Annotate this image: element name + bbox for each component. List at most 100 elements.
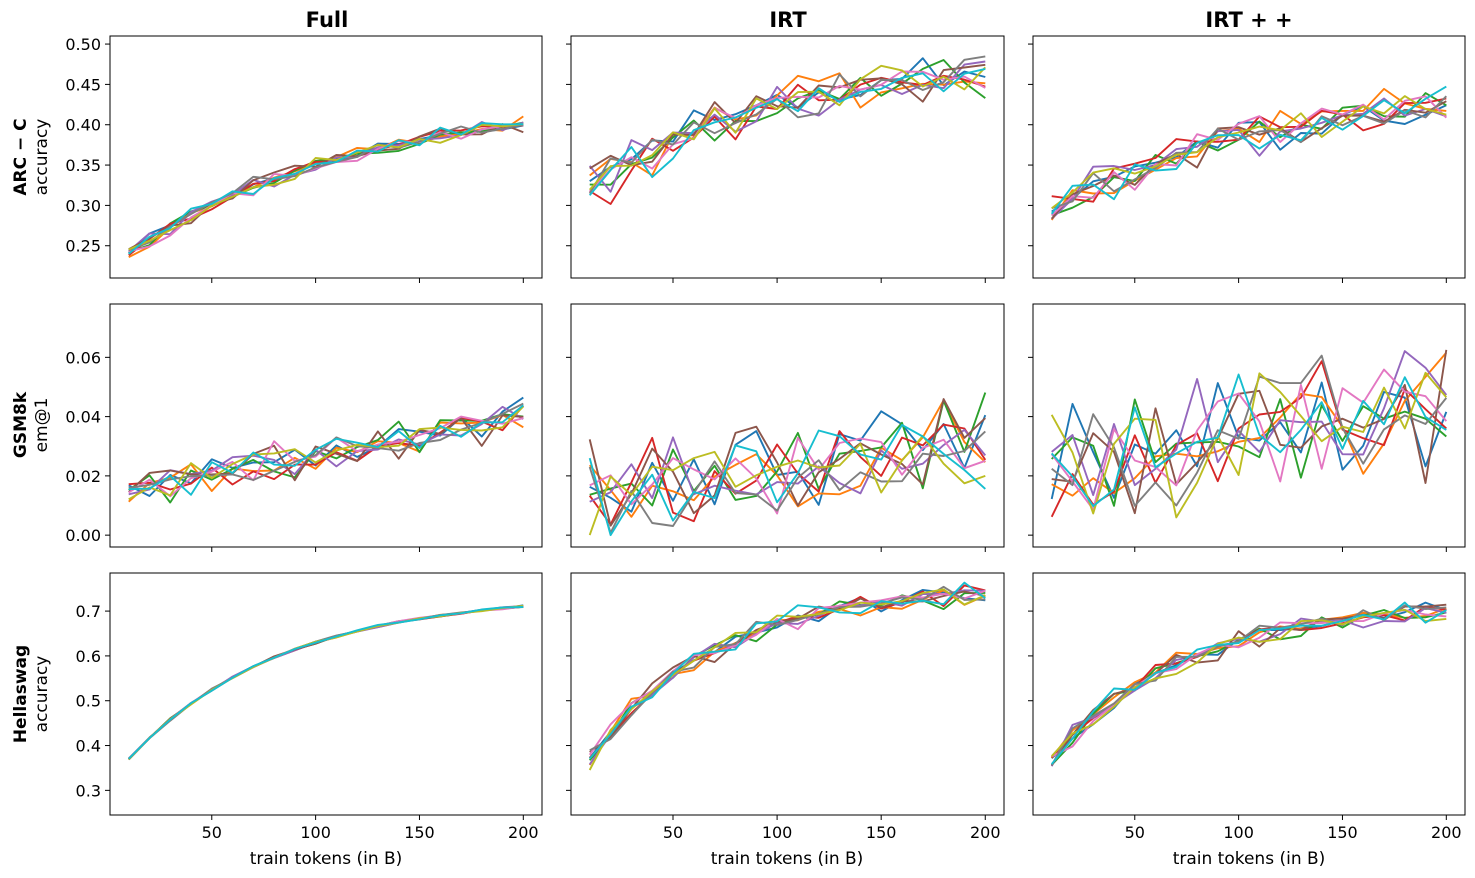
axes-frame (1032, 572, 1466, 816)
series-line-10 (128, 404, 524, 496)
xlabel-full: train tokens (in B) (250, 849, 403, 869)
series-line-7 (1051, 95, 1447, 217)
series-line-4 (128, 605, 524, 760)
series-line-7 (1051, 609, 1447, 758)
series-line-8 (128, 123, 524, 252)
ytick-label: 0.40 (65, 116, 101, 135)
series-line-10 (588, 581, 986, 760)
panel-2-0: 0.3 0.4 0.5 0.6 0.7 50 100 150 200 (76, 572, 543, 842)
col-title-irt: IRT (769, 8, 807, 32)
xtick-label: 200 (508, 823, 539, 842)
xtick-label: 100 (300, 823, 331, 842)
row-metric-gsm8k: em@1 (32, 398, 52, 453)
ytick-label: 0.02 (65, 467, 101, 486)
xtick-label: 50 (1125, 823, 1145, 842)
series-group (1050, 85, 1447, 221)
series-line-4 (589, 584, 986, 759)
series-line-10 (588, 423, 986, 537)
series-line-10 (128, 606, 524, 760)
panel-2-2: 50 100 150 200 (1028, 572, 1466, 842)
series-line-9 (588, 64, 986, 191)
panel-1-1 (566, 303, 1005, 552)
row-metric-arc: accuracy (32, 119, 52, 196)
axes-frame (570, 572, 1005, 816)
xtick-label: 150 (404, 823, 435, 842)
series-line-10 (128, 122, 524, 255)
panel-0-1 (566, 35, 1005, 283)
series-line-6 (588, 398, 986, 527)
series-group (1050, 601, 1447, 767)
xtick-label: 200 (970, 823, 1001, 842)
series-line-8 (128, 606, 524, 760)
series-line-9 (128, 123, 524, 251)
series-line-2 (128, 605, 524, 760)
ytick-label: 0.00 (65, 526, 101, 545)
series-line-9 (1050, 608, 1447, 757)
series-group (128, 115, 524, 258)
series-line-4 (588, 423, 987, 526)
series-group (588, 581, 986, 771)
series-line-10 (1050, 85, 1447, 215)
ytick-label: 0.5 (76, 692, 101, 711)
xtick-label: 150 (1327, 823, 1358, 842)
axes-frame (109, 35, 543, 279)
ytick-label: 0.30 (65, 196, 101, 215)
series-line-8 (588, 55, 986, 194)
axes-frame (1032, 35, 1466, 279)
ytick-label: 0.45 (65, 75, 101, 94)
panel-2-1: 50 100 150 200 (566, 572, 1005, 842)
series-line-4 (1050, 605, 1447, 759)
series-line-4 (128, 124, 524, 257)
series-line-2 (1050, 607, 1447, 759)
series-group (128, 396, 525, 504)
series-line-6 (128, 414, 524, 493)
series-line-3 (128, 121, 524, 253)
series-line-9 (588, 588, 986, 771)
series-line-9 (128, 405, 524, 501)
xtick-label: 100 (762, 823, 793, 842)
row-title-hellaswag: Hellaswag (11, 645, 31, 743)
ytick-label: 0.3 (76, 781, 101, 800)
series-line-6 (128, 605, 524, 761)
ytick-label: 0.04 (65, 408, 101, 427)
series-line-1 (588, 588, 986, 759)
series-group (1050, 349, 1448, 519)
series-line-4 (589, 74, 986, 205)
series-line-2 (1050, 87, 1447, 221)
panel-0-2 (1028, 35, 1466, 283)
panel-0-0: 0.25 0.30 0.35 0.40 0.45 0.50 (65, 35, 543, 283)
series-line-9 (128, 604, 524, 761)
series-line-10 (1050, 601, 1447, 765)
ytick-label: 0.6 (76, 647, 101, 666)
row-metric-hellaswag: accuracy (32, 656, 52, 733)
series-line-9 (588, 434, 986, 536)
series-line-8 (589, 585, 986, 752)
xlabel-irt: train tokens (in B) (711, 849, 864, 869)
row-title-gsm8k: GSM8k (11, 391, 31, 458)
panel-1-0: 0.00 0.02 0.04 0.06 (65, 303, 543, 552)
series-line-6 (1050, 100, 1447, 220)
axes-frame (109, 303, 543, 548)
series-line-6 (128, 123, 524, 251)
ytick-label: 0.7 (76, 602, 101, 621)
series-line-5 (128, 605, 524, 761)
series-line-4 (1051, 97, 1447, 203)
series-line-8 (1050, 604, 1447, 766)
xtick-label: 50 (202, 823, 222, 842)
series-line-8 (1051, 95, 1447, 210)
series-line-3 (128, 605, 524, 761)
panels-group: 0.25 0.30 0.35 0.40 0.45 0.50 0.00 0.02 0.04 0.06… (65, 35, 1466, 842)
xlabel-irtpp: train tokens (in B) (1173, 849, 1326, 869)
col-title-full: Full (306, 8, 349, 32)
series-line-6 (589, 63, 986, 170)
col-title-irtpp: IRT + + (1205, 8, 1292, 32)
axes-frame (109, 572, 543, 816)
xtick-label: 200 (1431, 823, 1462, 842)
row-title-arc: ARC − C (11, 118, 31, 195)
series-line-9 (1050, 371, 1448, 519)
series-line-10 (1050, 373, 1447, 508)
ytick-label: 0.25 (65, 237, 101, 256)
series-line-1 (1051, 601, 1447, 759)
ytick-label: 0.50 (65, 35, 101, 54)
